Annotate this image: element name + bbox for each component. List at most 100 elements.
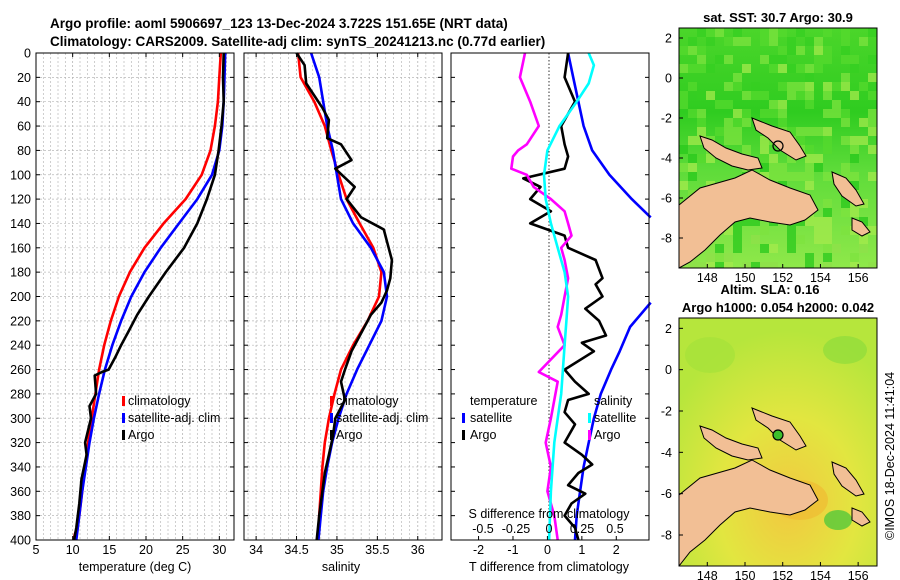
sst-cell (760, 163, 769, 172)
sst-cell (724, 226, 733, 235)
sst-cell (796, 82, 805, 91)
sst-map-panel: sat. SST: 30.7 Argo: 30.9 148 150 152 154 15… (661, 10, 878, 285)
sst-cell (742, 262, 751, 268)
sst-cell (742, 91, 751, 100)
sst-cell (796, 64, 805, 73)
sst-cell (868, 109, 877, 118)
sst-cell (805, 73, 814, 82)
legend-swatch-climatology (122, 396, 125, 406)
depth-y-ticks: 0 20 40 60 80 100 120 140 160 180 200 220 240 260 280 3… (10, 47, 31, 548)
sst-cell (805, 127, 814, 136)
map-y-tick-label: -6 (661, 487, 672, 501)
sst-cell (850, 55, 859, 64)
sst-cell (688, 154, 697, 163)
s-difference-label: S difference from climatology (469, 507, 631, 521)
depth-tick-label: 0 (24, 47, 31, 61)
sst-cell (688, 46, 697, 55)
sst-cell (742, 37, 751, 46)
depth-tick-label: 160 (10, 241, 31, 255)
sst-cell (697, 262, 706, 268)
salinity-legend: climatology satellite-adj. clim Argo (330, 394, 428, 442)
x-tick-label: 0 (544, 543, 551, 557)
sst-cell (778, 82, 787, 91)
sst-cell (859, 217, 868, 226)
sla-map-title-1: Altim. SLA: 0.16 (721, 282, 820, 297)
sst-cell (805, 145, 814, 154)
solomon-islands-land (851, 217, 871, 237)
map-y-tick-label: 0 (665, 72, 672, 86)
sst-cell (805, 217, 814, 226)
sst-cell (706, 37, 715, 46)
sst-cell (697, 64, 706, 73)
sst-map-title: sat. SST: 30.7 Argo: 30.9 (703, 10, 853, 25)
salinity-x-ticks: 34 34.5 35 35.5 36 (244, 52, 442, 557)
legend-swatch-satellite (122, 413, 125, 423)
sla-float-marker (772, 429, 784, 441)
sst-cell (823, 82, 832, 91)
sst-cell (868, 172, 877, 181)
legend-salinity-heading: salinity (594, 394, 633, 408)
x-tick-label: 35 (330, 543, 344, 557)
legend-t-argo: Argo (470, 428, 496, 442)
t-difference-label: T difference from climatology (469, 560, 630, 574)
depth-tick-label: 340 (10, 460, 31, 474)
sst-cell (751, 217, 760, 226)
depth-tick-label: 240 (10, 339, 31, 353)
sst-cell (868, 145, 877, 154)
sst-cell (697, 55, 706, 64)
sst-cell (850, 91, 859, 100)
sst-cell (805, 163, 814, 172)
sst-cell (787, 172, 796, 181)
sst-cell (688, 82, 697, 91)
sst-cell (733, 235, 742, 244)
s-tick-label: 0 (546, 522, 553, 536)
sst-cell (796, 91, 805, 100)
new-britain-land (699, 135, 763, 171)
sst-cell (823, 235, 832, 244)
sst-cell (823, 244, 832, 253)
sst-cell (823, 145, 832, 154)
sst-cell (823, 109, 832, 118)
x-tick-label: 10 (66, 543, 80, 557)
sst-cell (778, 172, 787, 181)
x-tick-label: 35.5 (365, 543, 389, 557)
sst-cell (715, 100, 724, 109)
temperature-x-label: temperature (deg C) (79, 560, 192, 574)
legend-s-satellite: satellite (594, 411, 636, 425)
sst-cell (859, 235, 868, 244)
salinity-grid (244, 53, 442, 540)
sst-cell (868, 73, 877, 82)
sst-cell (706, 253, 715, 262)
x-tick-label: 25 (176, 543, 190, 557)
sst-cell (805, 262, 814, 268)
sst-cell (724, 100, 733, 109)
map-y-tick-label: -2 (661, 112, 672, 126)
s-tick-label: -0.5 (472, 522, 494, 536)
map-x-tick-label: 148 (697, 271, 718, 285)
sla-x-ticks: 148 150 152 154 156 (697, 562, 869, 580)
sst-cell (769, 244, 778, 253)
sst-cell (778, 55, 787, 64)
sst-cell (742, 145, 751, 154)
sst-y-ticks: 2 0 -2 -4 -6 -8 (661, 32, 683, 246)
legend-swatch-satellite (330, 413, 333, 423)
sst-cell (850, 172, 859, 181)
sst-cell (850, 64, 859, 73)
sst-cell (823, 199, 832, 208)
sst-cell (823, 136, 832, 145)
new-guinea-land (679, 169, 819, 268)
sst-cell (724, 37, 733, 46)
new-ireland-land (751, 117, 807, 161)
sst-x-ticks: 148 150 152 154 156 (697, 264, 869, 285)
sst-cell (733, 136, 742, 145)
sst-cell (733, 28, 742, 37)
x-tick-label: 34.5 (284, 543, 308, 557)
map-y-tick-label: -8 (661, 232, 672, 246)
sst-cell (715, 253, 724, 262)
sst-cell (715, 127, 724, 136)
sst-cell (787, 64, 796, 73)
sst-cell (823, 172, 832, 181)
sst-cell (742, 64, 751, 73)
sst-cell (859, 244, 868, 253)
